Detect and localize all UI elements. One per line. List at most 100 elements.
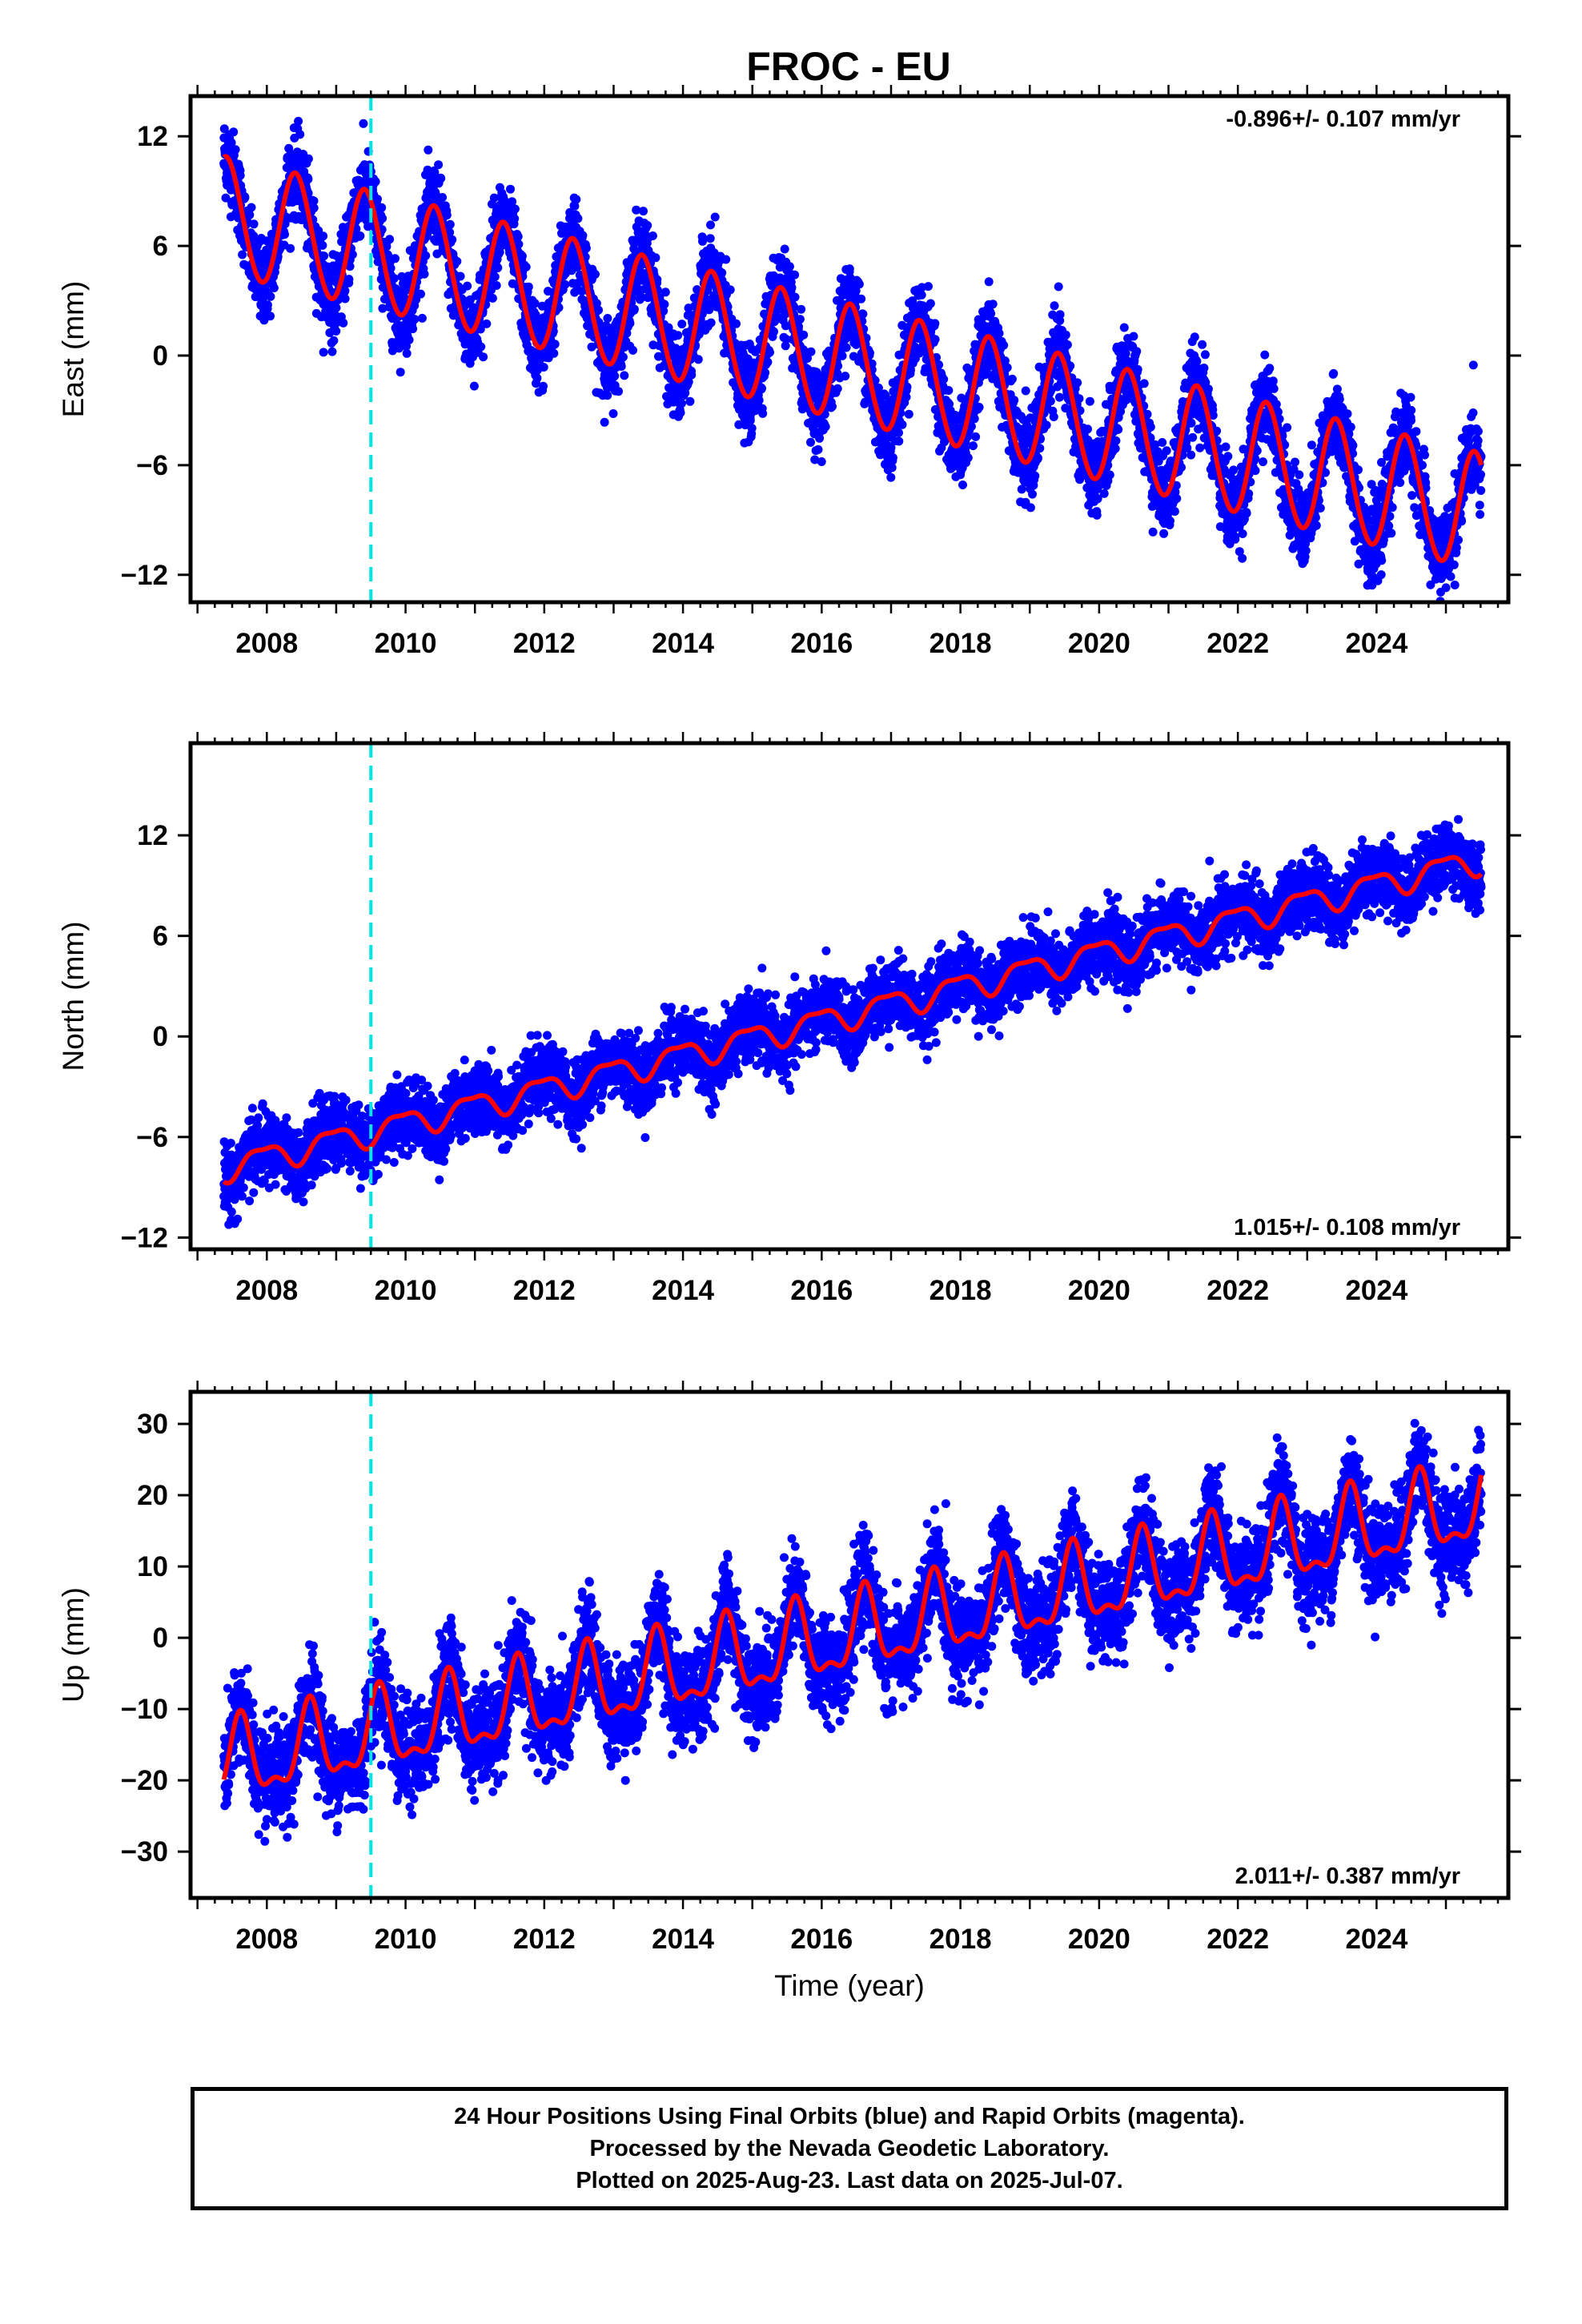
east-point: [999, 340, 1009, 350]
east-point: [510, 204, 520, 214]
east-point: [639, 207, 648, 216]
east-point: [797, 304, 806, 314]
east-point: [249, 231, 259, 241]
east-point: [888, 453, 897, 462]
east-point: [725, 285, 735, 295]
east-point: [986, 309, 996, 319]
east-point: [417, 313, 427, 323]
east-point: [1061, 330, 1070, 340]
east-point: [974, 403, 984, 412]
east-point: [340, 294, 350, 304]
east-point: [790, 292, 800, 302]
east-point: [930, 335, 940, 344]
east-point: [625, 319, 635, 328]
east-point: [521, 262, 531, 271]
east-point: [894, 436, 904, 446]
east-point: [327, 347, 337, 356]
east-point: [1007, 374, 1017, 384]
east-point: [581, 243, 591, 253]
east-point: [1049, 412, 1058, 421]
east-point: [339, 318, 348, 328]
east-point: [769, 327, 778, 336]
east-point: [904, 409, 913, 419]
east-point: [693, 355, 703, 364]
east-point: [560, 279, 570, 289]
east-point: [266, 312, 275, 321]
east-point: [757, 384, 766, 393]
east-point: [648, 231, 657, 240]
east-point: [620, 371, 629, 380]
east-point: [488, 293, 497, 303]
east-point: [721, 255, 731, 264]
east-point: [1119, 323, 1129, 332]
east-point: [939, 375, 949, 384]
east-point: [344, 275, 354, 284]
east-point: [858, 309, 868, 319]
east-point: [687, 370, 697, 380]
east-point: [765, 348, 774, 357]
east-point: [785, 262, 794, 271]
east-point: [319, 251, 329, 261]
east-point: [421, 251, 431, 260]
east-point: [382, 242, 391, 251]
east-point: [758, 408, 768, 418]
east-point: [651, 253, 661, 263]
east-point: [1133, 364, 1142, 374]
east-point: [813, 444, 823, 454]
east-point: [1002, 363, 1012, 372]
east-point: [510, 214, 520, 223]
east-point: [1139, 379, 1149, 388]
east-point: [235, 171, 245, 180]
east-point: [1054, 392, 1064, 402]
east-point: [318, 240, 327, 250]
east-point: [386, 263, 396, 273]
east-point: [508, 197, 517, 207]
east-point: [1085, 396, 1094, 406]
east-point: [841, 343, 851, 352]
east-point: [373, 195, 382, 204]
east-point: [1110, 444, 1120, 453]
east-point: [628, 345, 637, 355]
east-point: [389, 274, 399, 283]
east-point: [677, 320, 687, 329]
east-point: [476, 342, 486, 352]
east-point: [1021, 386, 1030, 396]
east-point: [309, 203, 319, 213]
east-point: [1129, 332, 1138, 341]
east-point: [603, 314, 612, 323]
east-point: [1146, 422, 1155, 432]
east-point: [917, 290, 926, 300]
east-point: [513, 231, 523, 241]
east-point: [391, 254, 400, 263]
east-point: [1083, 424, 1092, 434]
east-point: [340, 286, 350, 296]
east-point: [608, 409, 618, 418]
east-point: [610, 372, 620, 380]
east-point: [436, 174, 446, 183]
east-point: [532, 373, 542, 383]
east-point: [448, 235, 457, 244]
east-point: [319, 231, 328, 241]
east-point: [732, 319, 741, 328]
east-point: [476, 324, 485, 334]
east-point: [988, 300, 998, 309]
east-point: [837, 351, 847, 360]
east-point: [1111, 436, 1121, 445]
east-point: [930, 319, 940, 328]
east-point: [303, 154, 313, 163]
east-point: [410, 315, 420, 324]
east-point: [295, 130, 305, 139]
east-point: [1105, 470, 1114, 480]
east-point: [438, 193, 448, 202]
east-point: [698, 236, 707, 246]
east-point: [280, 230, 289, 239]
east-point: [329, 336, 339, 345]
east-point: [294, 116, 303, 126]
east-point: [706, 220, 715, 230]
east-point: [924, 282, 933, 292]
east-point: [971, 432, 981, 441]
east-point: [600, 417, 609, 427]
east-point: [754, 396, 764, 405]
